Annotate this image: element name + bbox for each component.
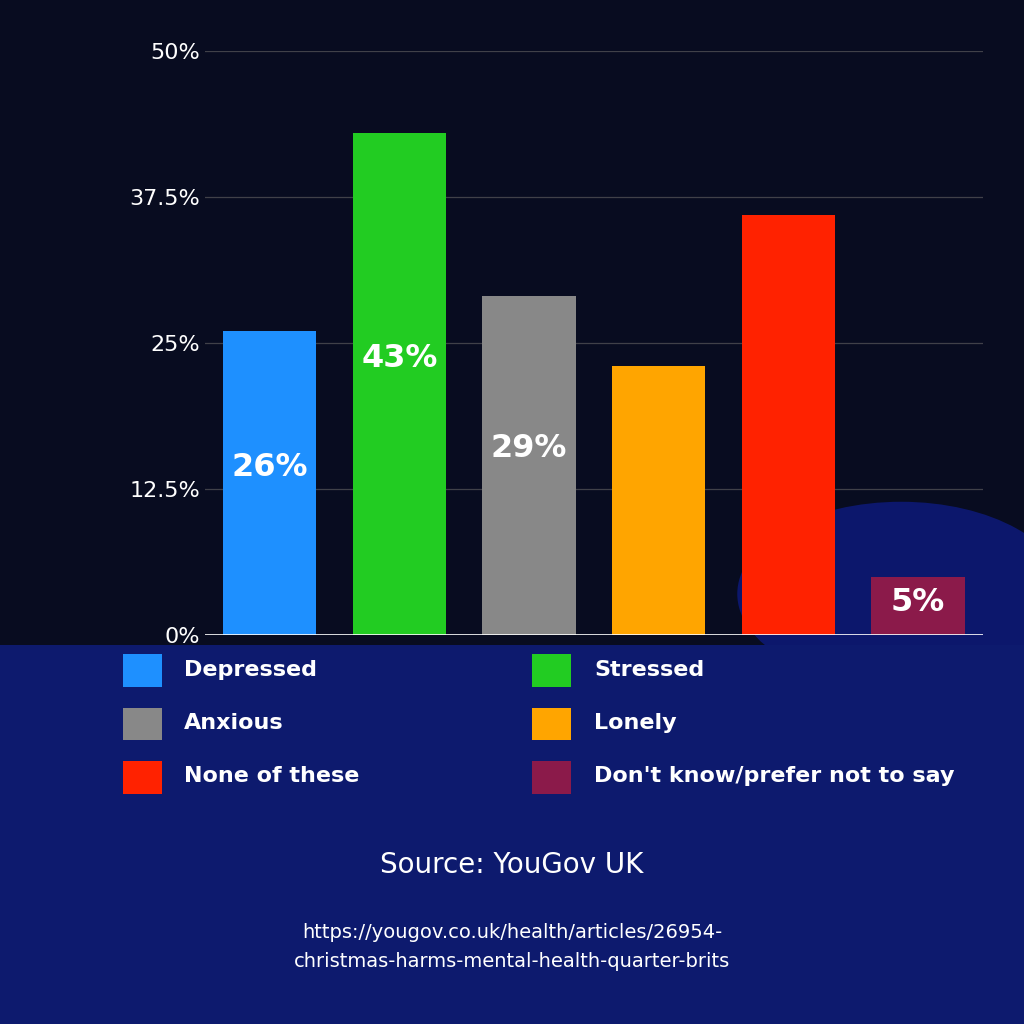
Text: https://yougov.co.uk/health/articles/26954-
christmas-harms-mental-health-quarte: https://yougov.co.uk/health/articles/269… xyxy=(294,923,730,972)
Text: Lonely: Lonely xyxy=(594,713,677,733)
Text: 36%: 36% xyxy=(751,388,826,419)
Bar xyxy=(741,215,836,635)
Bar xyxy=(223,332,316,635)
Text: Anxious: Anxious xyxy=(184,713,284,733)
Text: 26%: 26% xyxy=(231,453,308,483)
Text: 43%: 43% xyxy=(361,343,437,375)
Text: 29%: 29% xyxy=(490,433,567,464)
Text: 23%: 23% xyxy=(621,472,697,503)
Text: Stressed: Stressed xyxy=(594,659,705,680)
Bar xyxy=(482,296,575,635)
Text: None of these: None of these xyxy=(184,766,359,786)
Text: Depressed: Depressed xyxy=(184,659,317,680)
Bar xyxy=(352,133,446,635)
Bar xyxy=(871,577,965,635)
Text: 5%: 5% xyxy=(891,588,945,618)
Text: Don't know/prefer not to say: Don't know/prefer not to say xyxy=(594,766,954,786)
Text: Source: YouGov UK: Source: YouGov UK xyxy=(380,851,644,880)
Bar xyxy=(612,367,706,635)
